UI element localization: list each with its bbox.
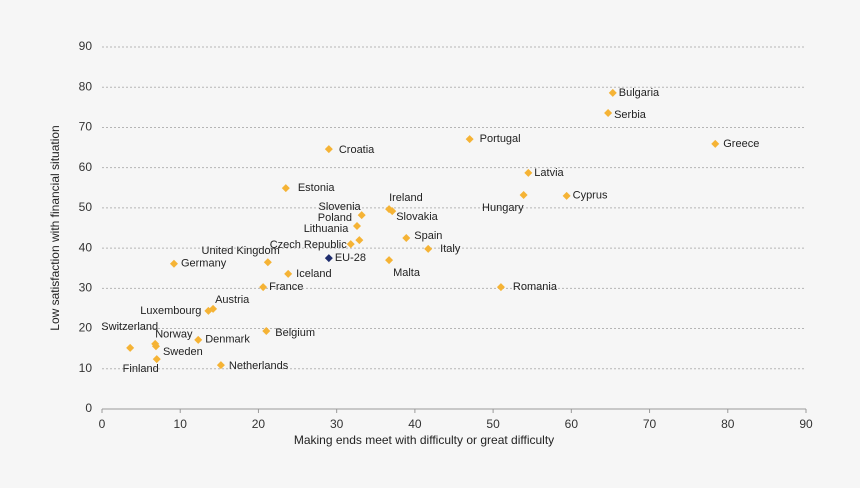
y-tick-label: 50 bbox=[79, 200, 93, 214]
point bbox=[519, 191, 528, 200]
point-label: Latvia bbox=[534, 167, 564, 179]
point-label: Ireland bbox=[389, 192, 423, 204]
point-label: Slovenia bbox=[318, 201, 361, 213]
point bbox=[263, 258, 272, 267]
point bbox=[496, 283, 505, 292]
x-tick-label: 20 bbox=[252, 417, 266, 431]
point bbox=[385, 256, 394, 265]
point-label: Belgium bbox=[275, 327, 315, 339]
point-label: United Kingdom bbox=[202, 245, 280, 257]
point-label: Poland bbox=[318, 212, 352, 224]
y-tick-label: 0 bbox=[85, 401, 92, 415]
x-tick-label: 0 bbox=[99, 417, 106, 431]
point bbox=[711, 139, 720, 148]
point-label: Greece bbox=[723, 138, 759, 150]
point-label: Serbia bbox=[614, 109, 647, 121]
point bbox=[355, 236, 364, 245]
point-label: Sweden bbox=[163, 346, 203, 358]
point bbox=[194, 335, 203, 344]
point-label: Romania bbox=[513, 281, 558, 293]
point bbox=[259, 283, 268, 292]
point-label: Czech Republic bbox=[270, 239, 348, 251]
point bbox=[562, 191, 571, 200]
point-label: Finland bbox=[123, 363, 159, 375]
point-label: Norway bbox=[155, 329, 193, 341]
y-tick-label: 70 bbox=[79, 120, 93, 134]
point bbox=[204, 306, 213, 315]
point-label: France bbox=[269, 281, 303, 293]
point-label: Italy bbox=[440, 243, 461, 255]
x-tick-label: 60 bbox=[565, 417, 579, 431]
point bbox=[346, 240, 355, 249]
y-tick-label: 40 bbox=[79, 240, 93, 254]
point-label: Netherlands bbox=[229, 360, 289, 372]
y-tick-label: 60 bbox=[79, 160, 93, 174]
point bbox=[324, 145, 333, 154]
point-label: Lithuania bbox=[304, 223, 350, 235]
point bbox=[216, 361, 225, 370]
point bbox=[324, 254, 333, 263]
x-tick-label: 70 bbox=[643, 417, 657, 431]
point bbox=[281, 184, 290, 193]
point bbox=[524, 168, 533, 177]
point bbox=[424, 244, 433, 253]
point-label: Slovakia bbox=[396, 211, 438, 223]
x-axis-title: Making ends meet with difficulty or grea… bbox=[294, 433, 554, 447]
point bbox=[262, 326, 271, 335]
point-label: Switzerland bbox=[101, 321, 158, 333]
point bbox=[151, 342, 160, 351]
point-label: Germany bbox=[181, 258, 227, 270]
point bbox=[353, 221, 362, 230]
point bbox=[284, 269, 293, 278]
x-tick-label: 30 bbox=[330, 417, 344, 431]
x-tick-label: 50 bbox=[486, 417, 500, 431]
y-tick-label: 30 bbox=[79, 281, 93, 295]
x-tick-label: 10 bbox=[174, 417, 188, 431]
x-tick-label: 90 bbox=[799, 417, 813, 431]
point-label: Malta bbox=[393, 267, 421, 279]
point-label: Luxembourg bbox=[140, 305, 201, 317]
point bbox=[357, 211, 366, 220]
point-label: Hungary bbox=[482, 202, 524, 214]
point-label: Croatia bbox=[339, 144, 375, 156]
point-label: Iceland bbox=[296, 268, 331, 280]
point bbox=[169, 259, 178, 268]
y-axis-title: Low satisfaction with financial situatio… bbox=[48, 125, 62, 330]
point bbox=[388, 207, 397, 216]
point-label: Cyprus bbox=[573, 190, 608, 202]
x-tick-label: 80 bbox=[721, 417, 735, 431]
point-label: EU-28 bbox=[335, 252, 366, 264]
y-tick-label: 80 bbox=[79, 79, 93, 93]
y-tick-label: 10 bbox=[79, 361, 93, 375]
point bbox=[126, 343, 135, 352]
point bbox=[402, 234, 411, 243]
point-label: Portugal bbox=[480, 133, 521, 145]
point-label: Austria bbox=[215, 294, 250, 306]
point-label: Bulgaria bbox=[619, 87, 660, 99]
point bbox=[608, 88, 617, 97]
x-tick-label: 40 bbox=[408, 417, 422, 431]
point bbox=[465, 135, 474, 144]
y-tick-label: 90 bbox=[79, 39, 93, 53]
point bbox=[604, 108, 613, 117]
point-label: Estonia bbox=[298, 182, 336, 194]
point-label: Spain bbox=[414, 230, 442, 242]
point-label: Denmark bbox=[205, 334, 250, 346]
y-tick-label: 20 bbox=[79, 321, 93, 335]
point bbox=[152, 355, 161, 364]
